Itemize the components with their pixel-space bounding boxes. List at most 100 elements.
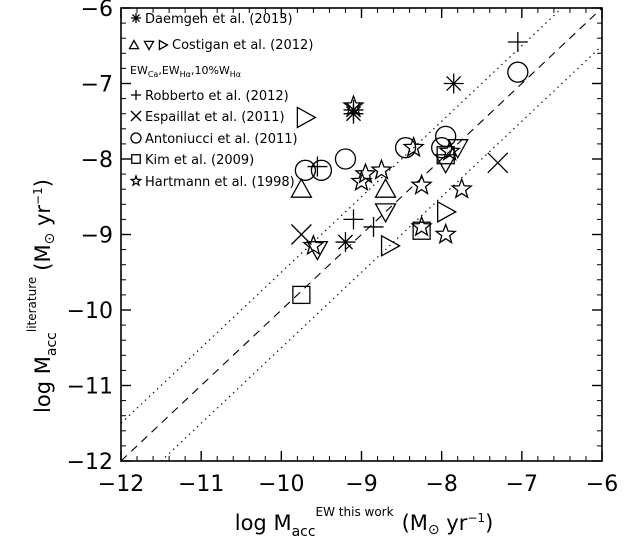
y-tick-label: −9 xyxy=(81,224,113,249)
circle-shape xyxy=(507,61,529,83)
data-point-circle xyxy=(294,159,317,181)
reference-line-dotted-2 xyxy=(160,45,602,461)
triangle-shape xyxy=(437,200,458,223)
x-axis-prefix: log xyxy=(235,511,274,535)
square-shape xyxy=(292,285,311,305)
star-shape xyxy=(450,177,473,199)
x-axis-sun-symbol: ⊙ xyxy=(428,522,440,538)
triangle-shape xyxy=(374,177,397,198)
legend-triangle-down-icon xyxy=(143,40,155,51)
data-point-star xyxy=(450,177,473,199)
data-point-circle xyxy=(334,148,357,170)
data-point-triangle-up xyxy=(374,177,397,198)
x-axis-unit-exp: −1 xyxy=(467,511,485,525)
y-tick-label: −8 xyxy=(81,148,113,173)
y-tick-label: −6 xyxy=(81,0,113,22)
star-shape xyxy=(342,94,365,116)
data-point-star xyxy=(302,233,325,256)
asterisk-stroke xyxy=(337,234,353,250)
legend-label: Robberto et al. (2012) xyxy=(145,89,289,104)
legend-triangle-up-icon xyxy=(128,39,140,50)
y-axis-superscript: literature xyxy=(25,277,39,332)
data-point-circle xyxy=(507,61,529,83)
x-tick-label: −8 xyxy=(425,472,457,497)
legend: Daemgen et al. (2013) Costigan et al. (20… xyxy=(128,12,313,190)
data-point-star xyxy=(438,139,461,161)
x-axis-superscript: EW this work xyxy=(316,505,394,519)
reference-lines xyxy=(121,8,602,461)
data-point-star xyxy=(370,158,393,180)
triangle-shape xyxy=(158,39,169,51)
square-shape xyxy=(412,221,431,240)
legend-label: Costigan et al. (2012) xyxy=(172,38,313,53)
reference-line-dashed-0 xyxy=(121,8,602,461)
y-tick-label: −12 xyxy=(67,450,113,475)
legend-cross-icon xyxy=(130,110,142,122)
star-shape xyxy=(402,135,425,158)
circle-shape xyxy=(130,132,142,144)
circle-shape xyxy=(294,159,317,181)
circle-shape xyxy=(435,125,457,148)
y-axis-subscript: acc xyxy=(44,332,60,356)
data-point-plus xyxy=(363,216,384,237)
legend-plus-icon xyxy=(131,90,141,100)
data-point-circle xyxy=(435,125,457,148)
legend-circle-icon xyxy=(130,132,142,144)
y-tick-label: −7 xyxy=(81,73,113,98)
y-axis-title: log Macc literature (M⊙ yr−1) xyxy=(25,179,60,413)
y-axis-unit: (M xyxy=(31,244,55,270)
cross-b xyxy=(130,110,142,122)
triangle-shape xyxy=(143,40,155,51)
y-tick-label: −11 xyxy=(67,375,113,400)
data-point-star xyxy=(410,173,433,196)
legend-label-part: EW xyxy=(130,64,148,77)
legend-asterisk-icon xyxy=(131,13,141,23)
x-tick-label: −11 xyxy=(178,472,224,497)
triangle-shape xyxy=(374,203,397,224)
y-axis-quantity: M xyxy=(31,356,55,374)
data-point-triangle-up xyxy=(290,177,313,198)
data-point-cross xyxy=(290,224,312,245)
legend-label-part: Hα xyxy=(180,70,191,79)
star-shape xyxy=(370,158,393,180)
star-shape xyxy=(434,222,457,245)
data-point-cross xyxy=(487,152,509,174)
data-point-asterisk xyxy=(335,232,356,253)
triangle-shape xyxy=(290,177,313,198)
data-point-star xyxy=(342,94,365,116)
legend-label: Daemgen et al. (2013) xyxy=(145,12,293,27)
y-axis-sun-symbol: ⊙ xyxy=(42,233,58,245)
legend-square-icon xyxy=(131,154,141,164)
axis-ticks: −12 −11 −10 −9 −8 −7 −6 −12 −11 −10 −9 −8 −7 −6 xyxy=(67,0,619,497)
x-axis-unit-tail: yr xyxy=(440,511,468,535)
square-shape xyxy=(131,154,141,164)
x-axis-unit: (M xyxy=(402,511,428,535)
y-axis-unit-close: ) xyxy=(31,179,55,187)
star-shape xyxy=(302,233,325,256)
data-point-triangle-right xyxy=(437,200,458,223)
legend-label-part: Ca xyxy=(148,70,159,79)
circle-shape xyxy=(334,148,357,170)
data-point-circle xyxy=(310,159,333,181)
cross-b xyxy=(290,224,312,245)
x-axis-quantity: M xyxy=(273,511,291,535)
x-tick-label: −10 xyxy=(258,472,304,497)
data-point-plus xyxy=(307,156,328,177)
data-point-asterisk xyxy=(443,73,464,94)
star-shape xyxy=(410,215,433,237)
legend-label-method: EWCa,EWHα,10%WHα xyxy=(130,64,241,79)
x-tick-label: −12 xyxy=(98,472,144,497)
y-axis-prefix: log xyxy=(31,374,55,413)
x-axis-title: log MaccEW this work (M⊙ yr−1) xyxy=(235,505,494,539)
cross-b xyxy=(487,152,509,174)
legend-label-part: ,10%W xyxy=(191,64,230,77)
legend-label: Hartmann et al. (1998) xyxy=(145,175,295,190)
star-shape xyxy=(350,169,373,192)
data-point-square xyxy=(412,221,431,240)
data-point-triangle-down xyxy=(374,203,397,224)
legend-label: Espaillat et al. (2011) xyxy=(145,110,285,125)
data-point-triangle-right xyxy=(380,234,401,257)
data-point-star xyxy=(410,215,433,237)
x-tick-label: −7 xyxy=(506,472,538,497)
